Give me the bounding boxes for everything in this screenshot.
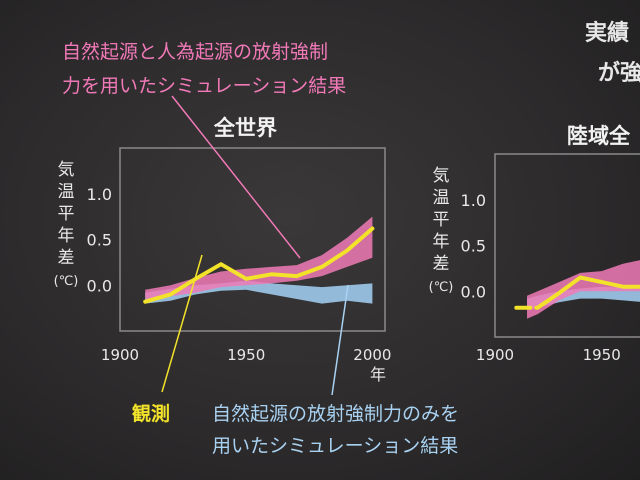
band-both-forcings xyxy=(527,260,640,319)
y-axis-label-char: 年 xyxy=(433,232,450,252)
y-ticks-land: 1.0 0.5 0.0 xyxy=(461,191,486,302)
y-axis-label-char: 差 xyxy=(433,254,450,274)
observed-line xyxy=(143,226,375,304)
y-axis-label-char: 温 xyxy=(58,182,75,202)
annotation-observed: 観測 xyxy=(132,402,170,425)
x-tick-label: 1950 xyxy=(583,346,621,364)
x-tick-label: 2000 xyxy=(353,346,391,364)
y-axis-label-char: (℃) xyxy=(429,280,454,295)
y-axis-label-char: 平 xyxy=(433,210,450,230)
y-axis-label-char: (℃) xyxy=(54,274,79,289)
y-tick-label: 0.5 xyxy=(87,231,112,250)
x-tick-label: 1950 xyxy=(227,346,265,364)
lines-land xyxy=(514,275,640,310)
y-ticks-world: 1.0 0.5 0.0 xyxy=(87,185,112,296)
chart-title-world: 全世界 xyxy=(213,116,277,140)
annotation-natural-only-2: 用いたシミュレーション結果 xyxy=(212,435,458,457)
plot-frame-world xyxy=(119,147,386,332)
annotation-natural-only-1: 自然起源の放射強制力のみを xyxy=(212,403,459,425)
top-right-text-2: が強 xyxy=(598,60,640,86)
plot-frame-land xyxy=(494,153,640,338)
y-tick-label: 0.0 xyxy=(461,282,486,301)
x-ticks-land: 1900 1950 xyxy=(476,346,621,364)
annotation-both-forcings-2: 力を用いたシミュレーション結果 xyxy=(62,75,346,97)
y-tick-label: 0.5 xyxy=(461,237,486,256)
y-tick-label: 1.0 xyxy=(87,185,112,204)
y-axis-label-char: 気 xyxy=(58,160,75,180)
y-axis-label-char: 平 xyxy=(58,204,75,224)
x-tick-label: 1900 xyxy=(476,346,514,364)
x-ticks-world: 1900 1950 2000 xyxy=(101,346,392,364)
y-tick-label: 1.0 xyxy=(461,191,486,210)
x-tick-label: 1900 xyxy=(101,346,139,364)
y-axis-label-char: 気 xyxy=(433,166,450,186)
lines-world xyxy=(143,226,375,304)
observed-line xyxy=(514,275,640,310)
y-axis-label-char: 年 xyxy=(58,226,75,246)
band-both-forcings xyxy=(145,216,373,299)
top-right-text-1: 実績 xyxy=(585,20,629,46)
y-axis-label-char: 差 xyxy=(58,248,75,268)
leader-line-natural xyxy=(331,284,349,396)
leader-line-both-forcings xyxy=(171,95,301,259)
bands-land xyxy=(527,260,640,319)
x-axis-label-world: 年 xyxy=(370,365,386,384)
annotation-both-forcings-1: 自然起源と人為起源の放射強制 xyxy=(62,41,328,63)
bands-world xyxy=(145,216,373,304)
leader-line-observed xyxy=(161,254,203,393)
chart-title-land: 陸域全 xyxy=(567,124,631,148)
y-tick-label: 0.0 xyxy=(87,276,112,295)
y-axis-label-char: 温 xyxy=(433,188,450,208)
